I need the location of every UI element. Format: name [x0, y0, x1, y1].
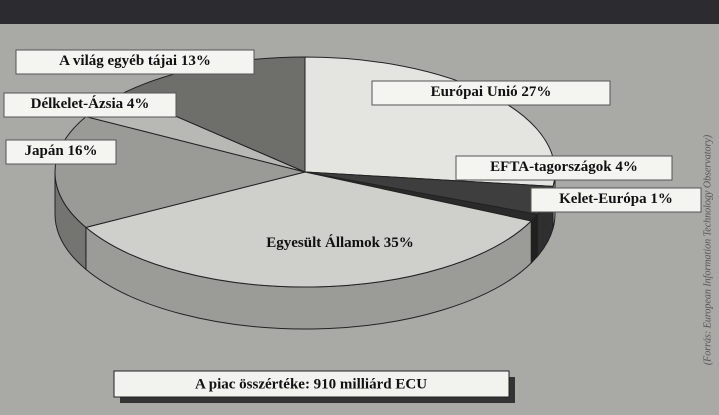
category-name: EFTA-tagországok — [490, 159, 612, 175]
slice-label: Kelet-Európa 1% — [559, 191, 673, 207]
value-label: 4% — [127, 96, 150, 112]
slice-side — [530, 212, 538, 265]
value-label: 27% — [521, 84, 551, 100]
category-name: Európai Unió — [431, 84, 518, 100]
value-label: 13% — [181, 53, 211, 69]
slice-label: Japán 16% — [25, 143, 98, 159]
slice-label: Európai Unió 27% — [431, 84, 552, 100]
slice — [54, 116, 306, 228]
value-label: 4% — [615, 159, 638, 175]
category-name: Egyesült Államok — [266, 234, 380, 251]
slice-label: A világ egyéb tájai 13% — [59, 53, 211, 69]
label-box — [530, 187, 702, 213]
slice — [84, 171, 533, 288]
footer: A piac összértéke: 910 milliárd ECU — [195, 376, 427, 392]
source: (Forrás: European Information Technology… — [702, 134, 713, 365]
category-name: Kelet-Európa — [559, 191, 647, 207]
labels: Európai Unió 27% EFTA-tagországok 4% Kelet… — [3, 49, 702, 251]
footer-box — [113, 370, 510, 398]
category-name: A világ egyéb tájai — [59, 53, 177, 69]
value-label: 35% — [384, 235, 414, 251]
label-box — [455, 155, 673, 181]
label-box — [371, 80, 611, 106]
value-label: 16% — [67, 143, 97, 159]
category-name: Japán — [25, 143, 65, 159]
slice-label: Délkelet-Ázsia 4% — [31, 95, 150, 112]
header-band — [0, 0, 719, 24]
label-box — [3, 92, 177, 118]
category-name: Délkelet-Ázsia — [31, 95, 124, 112]
label-box — [15, 49, 255, 75]
slice-label: EFTA-tagországok 4% — [490, 159, 638, 175]
slice-label: Egyesült Államok 35% — [266, 234, 414, 251]
label-box — [5, 139, 117, 165]
value-label: 1% — [650, 191, 673, 207]
